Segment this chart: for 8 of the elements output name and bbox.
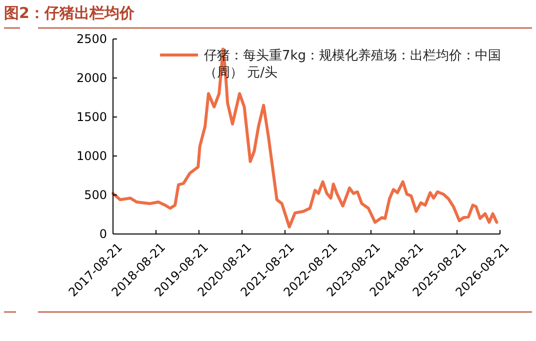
y-tick-label: 1000 — [76, 149, 107, 164]
y-tick-label: 2500 — [76, 32, 107, 46]
y-tick-label: 2000 — [76, 71, 107, 86]
line-series — [112, 48, 498, 228]
y-tick-label: 1500 — [76, 110, 107, 124]
y-tick-label: 0 — [99, 227, 107, 242]
chart-title: 图2：仔猪出栏均价 — [4, 4, 136, 22]
y-tick-label: 500 — [84, 188, 107, 202]
